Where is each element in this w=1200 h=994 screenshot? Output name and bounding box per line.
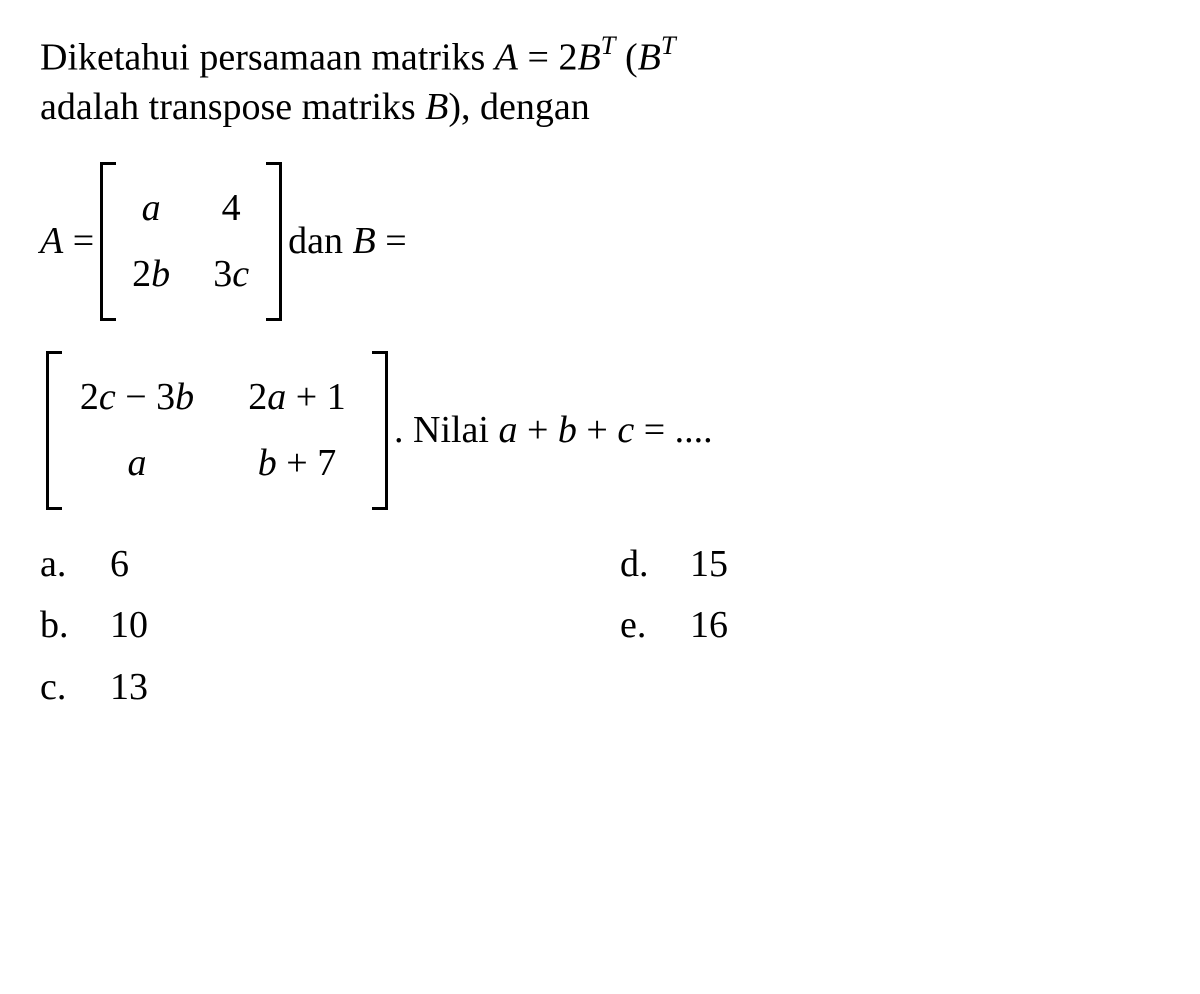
expr-plus1: +	[517, 409, 557, 451]
expr-b: b	[558, 409, 577, 451]
option-d-label: d.	[620, 540, 660, 589]
text-nilai: . Nilai	[394, 409, 498, 451]
superscript-T-2: T	[661, 30, 676, 60]
eq-sign-A: =	[63, 220, 94, 262]
intro-line1: Diketahui persamaan matriks A = 2BT (BT	[40, 30, 1160, 83]
cell-a: a	[126, 176, 176, 241]
expr-c: c	[617, 409, 634, 451]
bracket-right-icon-B	[372, 351, 388, 510]
matrix-A-row2: 2b 3c	[126, 242, 256, 307]
equation-row-B: 2c − 3b 2a + 1 a b + 7 . Nilai a + b + c…	[40, 351, 1160, 510]
lhs-A: A =	[40, 217, 94, 266]
matrix-B: 2c − 3b 2a + 1 a b + 7	[46, 351, 388, 510]
option-e-value: 16	[690, 601, 750, 650]
equation-row-A: A = a 4 2b 3c dan B =	[40, 162, 1160, 321]
matrix-B-row1: 2c − 3b 2a + 1	[72, 365, 362, 430]
option-d-value: 15	[690, 540, 750, 589]
option-c: c. 13	[40, 663, 580, 712]
option-b-value: 10	[110, 601, 170, 650]
symbol-B-line2: B	[425, 86, 448, 128]
option-a-value: 6	[110, 540, 170, 589]
cell-2b: 2b	[126, 242, 176, 307]
option-b: b. 10	[40, 601, 580, 650]
symbol-B-paren: B	[638, 37, 661, 79]
bracket-left-icon-B	[46, 351, 62, 510]
matrix-B-body: 2c − 3b 2a + 1 a b + 7	[62, 351, 372, 510]
option-c-value: 13	[110, 663, 170, 712]
paren-close-dengan: ), dengan	[448, 86, 589, 128]
symbol-A: A	[495, 37, 518, 79]
matrix-A: a 4 2b 3c	[100, 162, 282, 321]
symbol-B-rhs: B	[353, 220, 376, 262]
symbol-B: B	[577, 37, 600, 79]
option-e: e. 16	[620, 601, 1160, 650]
question-intro: Diketahui persamaan matriks A = 2BT (BT …	[40, 30, 1160, 132]
matrix-A-body: a 4 2b 3c	[116, 162, 266, 321]
expr-plus2: +	[577, 409, 617, 451]
post-B-text: . Nilai a + b + c = ....	[394, 406, 713, 455]
option-a: a. 6	[40, 540, 580, 589]
text-dan: dan	[288, 220, 352, 262]
post-A: dan B =	[288, 217, 407, 266]
option-e-label: e.	[620, 601, 660, 650]
cell-2c-3b: 2c − 3b	[72, 365, 202, 430]
bracket-left-icon	[100, 162, 116, 321]
cell-a-B: a	[72, 431, 202, 496]
cell-2a-1: 2a + 1	[232, 365, 362, 430]
option-d: d. 15	[620, 540, 1160, 589]
cell-b-7: b + 7	[232, 431, 362, 496]
cell-4: 4	[206, 176, 256, 241]
expr-eq: = ....	[634, 409, 712, 451]
text-adalah: adalah transpose matriks	[40, 86, 425, 128]
superscript-T-1: T	[601, 30, 616, 60]
text-eq-2: = 2	[518, 37, 577, 79]
cell-3c: 3c	[206, 242, 256, 307]
intro-line2: adalah transpose matriks B), dengan	[40, 83, 1160, 132]
text-diketahui: Diketahui persamaan matriks	[40, 37, 495, 79]
matrix-B-row2: a b + 7	[72, 431, 362, 496]
bracket-right-icon	[266, 162, 282, 321]
answer-options: a. 6 d. 15 b. 10 e. 16 c. 13	[40, 540, 1160, 712]
eq-sign-B: =	[376, 220, 407, 262]
expr-a: a	[498, 409, 517, 451]
paren-open: (	[615, 37, 637, 79]
symbol-A-lhs: A	[40, 220, 63, 262]
option-b-label: b.	[40, 601, 80, 650]
option-a-label: a.	[40, 540, 80, 589]
option-c-label: c.	[40, 663, 80, 712]
matrix-A-row1: a 4	[126, 176, 256, 241]
